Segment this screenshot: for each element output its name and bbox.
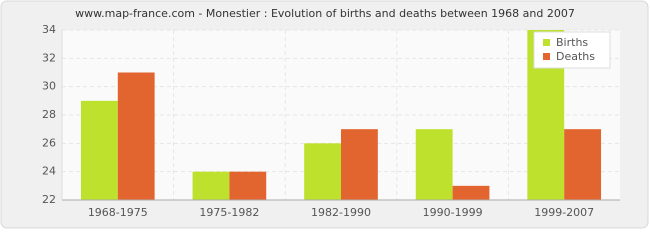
legend-label: Deaths xyxy=(556,50,595,63)
y-tick-label: 32 xyxy=(42,51,56,64)
chart-title: www.map-france.com - Monestier : Evoluti… xyxy=(75,7,575,20)
legend-swatch xyxy=(543,39,550,46)
bar xyxy=(192,171,230,200)
legend-box xyxy=(533,31,611,69)
legend-swatch xyxy=(543,53,550,60)
y-tick-label: 28 xyxy=(42,108,56,121)
bar xyxy=(564,129,602,200)
chart: www.map-france.com - Monestier : Evoluti… xyxy=(0,0,649,229)
bar xyxy=(415,129,453,200)
bar xyxy=(80,100,118,200)
legend-label: Births xyxy=(556,36,588,49)
x-tick-label: 1999-2007 xyxy=(534,206,594,219)
x-tick-label: 1968-1975 xyxy=(88,206,148,219)
bar xyxy=(341,129,378,200)
y-tick-label: 34 xyxy=(42,23,56,36)
x-tick-label: 1982-1990 xyxy=(311,206,371,219)
y-tick-label: 22 xyxy=(42,193,56,206)
x-tick-label: 1975-1982 xyxy=(199,206,259,219)
y-tick-label: 24 xyxy=(42,165,56,178)
y-tick-label: 30 xyxy=(42,80,56,93)
bar xyxy=(229,171,267,200)
bar xyxy=(452,185,490,200)
bar xyxy=(117,72,155,200)
bar xyxy=(304,143,341,200)
page: www.map-france.com - Monestier : Evoluti… xyxy=(0,0,650,230)
y-tick-label: 26 xyxy=(42,136,56,149)
x-tick-label: 1990-1999 xyxy=(423,206,483,219)
